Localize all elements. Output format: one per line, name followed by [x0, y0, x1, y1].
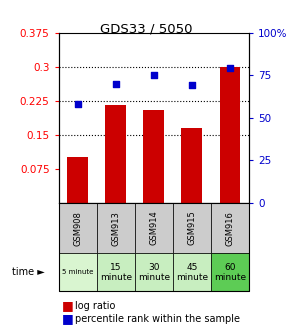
- Bar: [67, 157, 88, 203]
- Text: ■: ■: [62, 299, 73, 312]
- Text: GSM915: GSM915: [188, 211, 196, 246]
- Point: [228, 66, 232, 71]
- Bar: [219, 67, 241, 203]
- Bar: [181, 128, 202, 203]
- Point: [75, 101, 80, 107]
- Point: [190, 83, 194, 88]
- Text: 45
minute: 45 minute: [176, 263, 208, 282]
- Text: time ►: time ►: [12, 267, 45, 277]
- Text: GSM916: GSM916: [226, 211, 234, 246]
- Point: [151, 73, 156, 78]
- Text: log ratio: log ratio: [75, 301, 115, 311]
- Text: GSM914: GSM914: [149, 211, 158, 246]
- Text: percentile rank within the sample: percentile rank within the sample: [75, 314, 240, 324]
- Text: GSM908: GSM908: [73, 211, 82, 246]
- Text: GSM913: GSM913: [111, 211, 120, 246]
- Text: ■: ■: [62, 312, 73, 325]
- Bar: [143, 110, 164, 203]
- Text: 60
minute: 60 minute: [214, 263, 246, 282]
- Point: [113, 81, 118, 86]
- Bar: [105, 105, 126, 203]
- Text: 5 minute: 5 minute: [62, 269, 93, 275]
- Text: 15
minute: 15 minute: [100, 263, 132, 282]
- Text: GDS33 / 5050: GDS33 / 5050: [100, 23, 193, 36]
- Text: 30
minute: 30 minute: [138, 263, 170, 282]
